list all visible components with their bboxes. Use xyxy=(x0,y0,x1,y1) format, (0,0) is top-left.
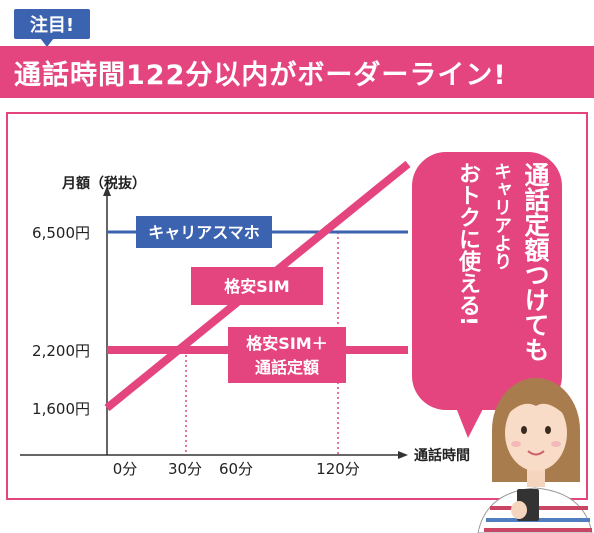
y-tick-2200: 2,200円 xyxy=(32,342,90,360)
page-title: 通話時間122分以内がボーダーライン! xyxy=(0,46,594,98)
sim-call-label-line2: 通話定額 xyxy=(255,358,319,377)
sim-label-box xyxy=(191,267,323,305)
axes xyxy=(20,186,408,459)
sim-call-label-line1: 格安SIM＋ xyxy=(246,334,327,353)
x-axis-label: 通話時間 xyxy=(414,447,470,464)
sim-label: 格安SIM xyxy=(224,277,289,296)
x-tick-60: 60分 xyxy=(219,460,253,478)
bubble-line-1: 通話定額つけても xyxy=(521,162,550,362)
x-tick-0: 0分 xyxy=(113,460,138,478)
career-label: キャリアスマホ xyxy=(148,223,260,242)
x-tick-120: 120分 xyxy=(316,460,360,478)
career-label-box xyxy=(136,216,272,248)
woman-illustration xyxy=(477,378,593,533)
y-axis-arrow xyxy=(103,186,111,196)
bubble-line-3: おトクに使える! xyxy=(455,162,480,327)
bubble-text: 通話定額つけても キャリアより おトクに使える! xyxy=(432,162,552,394)
chart-frame xyxy=(6,112,588,500)
y-tick-6500: 6,500円 xyxy=(32,224,90,242)
bubble-line-2: キャリアより xyxy=(491,162,512,270)
bubble-tail xyxy=(455,405,485,438)
y-tick-1600: 1,600円 xyxy=(32,400,90,418)
badge-tail xyxy=(40,38,54,47)
attention-badge: 注目! xyxy=(14,9,90,39)
x-axis-arrow xyxy=(398,451,408,459)
speech-bubble xyxy=(412,152,562,438)
sim-call-label-box xyxy=(228,327,346,383)
y-axis-label: 月額（税抜） xyxy=(61,175,146,192)
x-tick-30: 30分 xyxy=(168,460,202,478)
